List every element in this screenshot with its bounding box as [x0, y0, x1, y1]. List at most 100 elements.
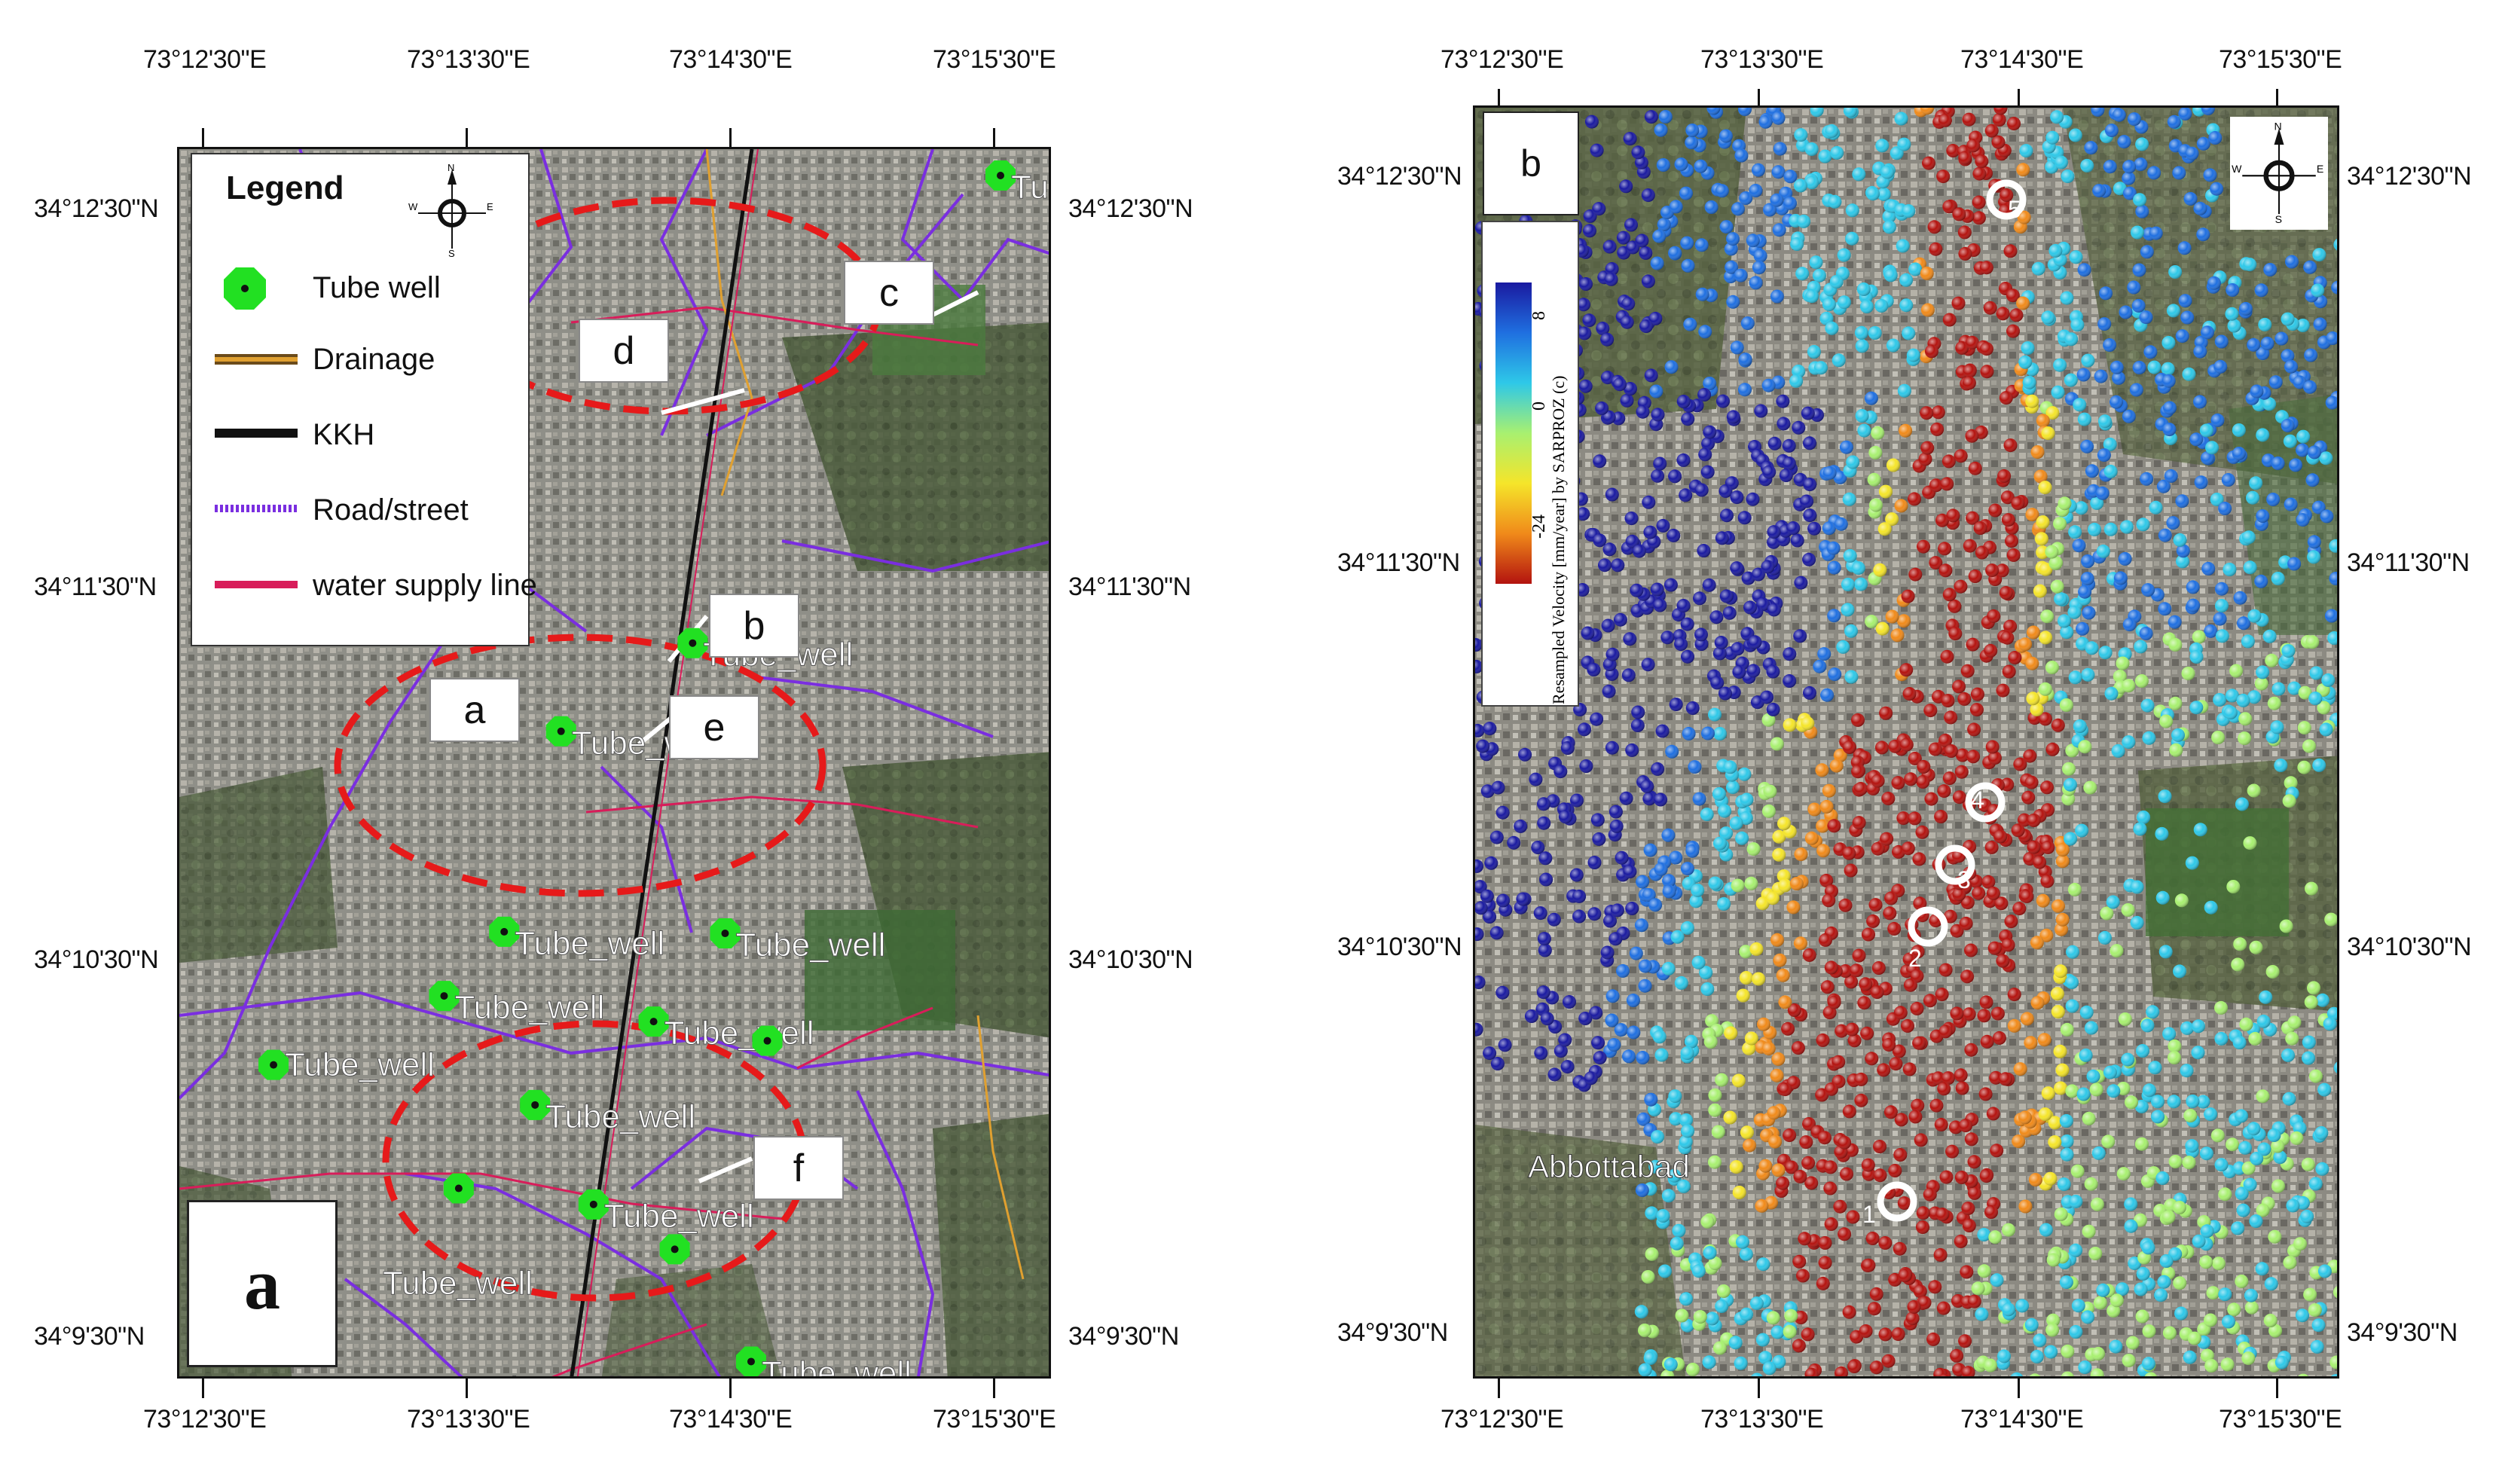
road-legend-icon	[215, 505, 298, 512]
panel-b-bottom-tick-2: 73°13'30"E	[1700, 1405, 1824, 1434]
tube-well-label: Tube_well	[664, 1015, 814, 1052]
tube-well-marker	[659, 1234, 690, 1265]
tube-well-marker	[752, 1025, 783, 1056]
tube-well-marker: Tube_well	[710, 918, 886, 964]
tube-well-label: Tube_well	[454, 989, 604, 1026]
panel-b-left-tick-1: 34°12'30"N	[1337, 162, 1462, 191]
north-arrow-icon: N S E W	[408, 162, 493, 259]
tube-well-marker	[258, 1049, 289, 1080]
panel-a-map: Tube_well Tube_well Tube_well Tube_well Tube…	[177, 147, 1051, 1379]
north-label: N	[448, 162, 454, 173]
point-label-2: 2	[1908, 945, 1922, 972]
tube-well-legend-icon	[224, 267, 266, 310]
tube-well-marker: Tube_well	[735, 1346, 912, 1379]
subsidence-markers	[1877, 179, 2027, 1222]
tube-well-label: Tube_well	[735, 927, 885, 963]
panel-a-left-tick-3: 34°10'30"N	[34, 945, 159, 974]
zone-label-c: c	[844, 261, 934, 325]
panel-a-right-tick-4: 34°9'30"N	[1068, 1322, 1179, 1351]
panel-a-bottom-tick-1: 73°12'30"E	[143, 1405, 267, 1434]
zone-label-f: f	[753, 1136, 844, 1200]
panel-a-bottom-tick-4: 73°15'30"E	[933, 1405, 1056, 1434]
panel-a-top-tick-4: 73°15'30"E	[933, 45, 1056, 74]
tube-well-label: Tube_well	[285, 1046, 435, 1083]
panel-a-bottom-tick-2: 73°13'30"E	[407, 1405, 530, 1434]
legend-label-road: Road/street	[313, 493, 469, 527]
panel-b-bottom-tick-1: 73°12'30"E	[1440, 1405, 1564, 1434]
tube-well-marker: Tube_well	[520, 1089, 696, 1135]
velocity-colorbar: 8 0 -24 Resampled Velocity [mm/year] by …	[1481, 221, 1579, 707]
panel-a-left-tick-4: 34°9'30"N	[34, 1322, 145, 1351]
panel-a-left-tick-2: 34°11'30"N	[34, 573, 157, 601]
panel-b-letter: b	[1483, 111, 1579, 215]
tube-well-label: Tube_well	[762, 1354, 912, 1379]
map-legend: Legend N S E W Tube well Dr	[191, 153, 537, 646]
tube-well-label: Tube_well	[604, 1198, 754, 1235]
panel-b-bottom-tick-3: 73°14'30"E	[1960, 1405, 2084, 1434]
colorbar-gradient	[1495, 282, 1532, 584]
colorbar-caption: Resampled Velocity [mm/year] by SARPROZ …	[1549, 375, 1568, 704]
panel-b-right-tick-3: 34°10'30"N	[2347, 933, 2472, 961]
west-label: W	[2232, 163, 2242, 175]
south-label: S	[448, 248, 455, 259]
tube-well-marker: Tube_well	[638, 1006, 814, 1052]
north-label: N	[2275, 121, 2282, 133]
panel-b-right-tick-1: 34°12'30"N	[2347, 162, 2472, 191]
tube-well-marker: Tube_well	[429, 981, 605, 1027]
west-label: W	[408, 201, 418, 212]
tube-well-label: Tube_well	[1011, 169, 1051, 206]
panel-b-right-tick-2: 34°11'30"N	[2347, 548, 2470, 577]
point-label-5: 5	[2008, 196, 2021, 223]
tube-well-label: Tube_well	[473, 1370, 623, 1379]
panel-b-north-arrow-box: N S E W	[2230, 117, 2328, 230]
north-arrow-icon: N S E W	[2232, 121, 2323, 225]
zone-label-d: d	[579, 319, 669, 383]
colorbar-tick-minus24: -24	[1529, 515, 1549, 539]
panel-b-map: 5 4 3 2 1 Abbottabad b N S E W	[1473, 105, 2339, 1379]
panel-b-velocity-map: 5 4 3 2 1 Abbottabad	[1475, 108, 2337, 1376]
panel-a-top-tick-1: 73°12'30"E	[143, 45, 267, 74]
panel-b-left-tick-2: 34°11'30"N	[1337, 548, 1460, 577]
colorbar-tick-8: 8	[1529, 311, 1549, 320]
panel-a-right-tick-3: 34°10'30"N	[1068, 945, 1193, 974]
tube-well-label: Tube_well	[545, 1098, 695, 1135]
legend-label-drainage: Drainage	[313, 343, 435, 376]
point-label-4: 4	[1971, 786, 1984, 814]
panel-b-top-tick-4: 73°15'30"E	[2219, 45, 2342, 74]
legend-title: Legend	[226, 169, 344, 206]
tube-well-marker: Tube_well	[578, 1189, 754, 1235]
panel-a-top-tick-3: 73°14'30"E	[669, 45, 793, 74]
panel-b-top-tick-1: 73°12'30"E	[1440, 45, 1564, 74]
place-label-abbottabad: Abbottabad	[1528, 1149, 1690, 1184]
panel-b-left-tick-3: 34°10'30"N	[1337, 933, 1462, 961]
east-label: E	[487, 201, 493, 212]
tube-well-label: Tube_well	[515, 925, 664, 962]
kkh-legend-icon	[215, 429, 298, 438]
tube-well-marker	[443, 1173, 474, 1204]
east-label: E	[2317, 163, 2323, 175]
panel-b-bottom-tick-4: 73°15'30"E	[2219, 1405, 2342, 1434]
panel-b-right-tick-4: 34°9'30"N	[2347, 1318, 2458, 1347]
panel-b-letter-text: b	[1520, 142, 1541, 185]
panel-a-letter: a	[187, 1200, 338, 1367]
point-label-1: 1	[1862, 1201, 1876, 1228]
panel-a-top-tick-2: 73°13'30"E	[407, 45, 530, 74]
panel-a-right-tick-1: 34°12'30"N	[1068, 194, 1193, 223]
south-label: S	[2275, 213, 2282, 225]
point-label-3: 3	[1957, 866, 1971, 893]
panel-a-bottom-tick-3: 73°14'30"E	[669, 1405, 793, 1434]
panel-b-top-tick-3: 73°14'30"E	[1960, 45, 2084, 74]
panel-b-left-tick-4: 34°9'30"N	[1337, 1318, 1448, 1347]
panel-a-letter-text: a	[244, 1243, 280, 1324]
zone-label-e: e	[669, 695, 759, 759]
legend-label-kkh: KKH	[313, 418, 375, 451]
panel-a-left-tick-1: 34°12'30"N	[34, 194, 159, 223]
water-supply-legend-icon	[215, 581, 298, 588]
legend-label-water-supply: water supply line	[313, 569, 537, 602]
zone-label-a: a	[429, 678, 520, 742]
legend-label-tube-well: Tube well	[313, 271, 441, 304]
panel-b-top-tick-2: 73°13'30"E	[1700, 45, 1824, 74]
tube-well-label: Tube_well	[383, 1265, 533, 1302]
colorbar-tick-0: 0	[1529, 402, 1549, 411]
zone-label-b: b	[709, 594, 799, 658]
